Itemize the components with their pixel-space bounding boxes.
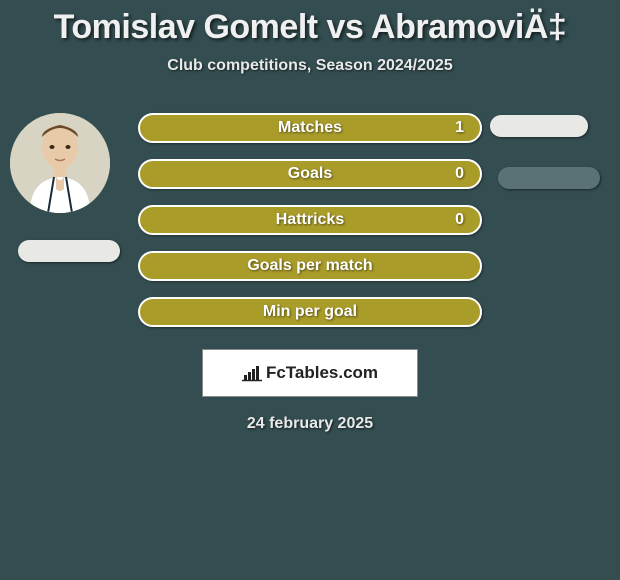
- stat-bars: Matches 1 Goals 0 Hattricks 0 Goals per …: [138, 113, 482, 343]
- fctables-logo[interactable]: FcTables.com: [202, 349, 418, 397]
- stat-value: 0: [455, 165, 464, 183]
- stat-label: Hattricks: [276, 211, 344, 229]
- player-right-name-pill-2: [498, 167, 600, 189]
- stat-value: 0: [455, 211, 464, 229]
- stat-bar-matches: Matches 1: [138, 113, 482, 143]
- content-area: Matches 1 Goals 0 Hattricks 0 Goals per …: [0, 113, 620, 343]
- page-title: Tomislav Gomelt vs AbramoviÄ‡: [0, 0, 620, 47]
- stat-bar-hattricks: Hattricks 0: [138, 205, 482, 235]
- stat-bar-min-per-goal: Min per goal: [138, 297, 482, 327]
- date-text: 24 february 2025: [0, 415, 620, 433]
- bar-chart-icon: [242, 364, 262, 382]
- stat-bar-goals: Goals 0: [138, 159, 482, 189]
- stat-label: Min per goal: [263, 303, 357, 321]
- stat-label: Goals: [288, 165, 332, 183]
- player-left-name-pill: [18, 240, 120, 262]
- stat-value: 1: [455, 119, 464, 137]
- logo-text: FcTables.com: [266, 363, 378, 383]
- player-right-name-pill-1: [490, 115, 588, 137]
- stat-label: Matches: [278, 119, 342, 137]
- stat-label: Goals per match: [247, 257, 372, 275]
- stat-bar-goals-per-match: Goals per match: [138, 251, 482, 281]
- player-left-avatar: [10, 113, 110, 213]
- page-subtitle: Club competitions, Season 2024/2025: [0, 57, 620, 75]
